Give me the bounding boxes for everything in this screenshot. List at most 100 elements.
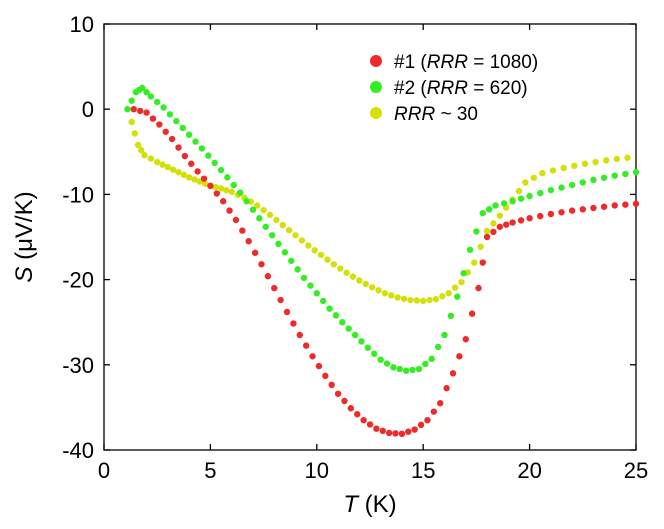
- data-point: [415, 365, 423, 373]
- data-point: [205, 152, 212, 159]
- data-point: [411, 426, 418, 433]
- y-axis-title: S (μV/K): [11, 191, 38, 282]
- data-point: [311, 247, 318, 254]
- data-point: [292, 232, 299, 239]
- data-point: [590, 204, 597, 212]
- data-point: [537, 189, 544, 197]
- data-point: [413, 297, 421, 304]
- data-point: [191, 176, 198, 183]
- data-point: [549, 167, 557, 174]
- data-point: [251, 249, 259, 256]
- data-point: [322, 372, 329, 380]
- data-point: [279, 221, 286, 229]
- data-point: [254, 202, 261, 209]
- data-point: [168, 135, 176, 143]
- data-point: [131, 130, 139, 137]
- x-tick-label: 5: [204, 458, 216, 483]
- data-point: [490, 228, 497, 236]
- data-point: [449, 370, 457, 377]
- data-point: [537, 212, 544, 220]
- data-point: [201, 180, 209, 187]
- data-point: [124, 106, 131, 113]
- data-point: [611, 172, 618, 179]
- data-point: [560, 164, 567, 172]
- data-point: [371, 350, 378, 357]
- data-point: [558, 209, 565, 216]
- data-point: [271, 284, 278, 292]
- data-point: [458, 278, 465, 286]
- data-point: [439, 293, 446, 300]
- data-point: [447, 312, 455, 320]
- data-point: [302, 342, 310, 349]
- data-point: [622, 170, 629, 178]
- data-point: [179, 124, 186, 132]
- data-point: [275, 240, 282, 248]
- data-point: [351, 331, 359, 339]
- data-point: [166, 111, 174, 118]
- data-point: [568, 181, 576, 189]
- data-point: [339, 319, 346, 326]
- y-tick-label: -10: [62, 182, 94, 207]
- data-point: [319, 297, 327, 305]
- data-point: [428, 355, 435, 363]
- data-point: [443, 385, 450, 392]
- data-point: [392, 430, 399, 437]
- data-point: [169, 166, 177, 173]
- data-point: [164, 163, 172, 171]
- data-point: [175, 169, 182, 176]
- data-point: [394, 294, 401, 301]
- data-point: [402, 367, 410, 374]
- data-point: [502, 221, 510, 228]
- data-point: [475, 284, 482, 292]
- data-point: [226, 207, 233, 214]
- data-point: [159, 161, 166, 168]
- data-point: [483, 227, 491, 235]
- data-point: [581, 160, 589, 167]
- data-point: [441, 331, 448, 339]
- data-point: [130, 106, 137, 113]
- data-point: [432, 295, 440, 303]
- data-point: [264, 272, 272, 280]
- data-point: [256, 215, 263, 222]
- data-point: [485, 206, 493, 213]
- data-point: [307, 282, 314, 289]
- data-point: [420, 297, 427, 305]
- data-point: [526, 215, 533, 222]
- data-point: [296, 331, 303, 339]
- data-point: [162, 128, 169, 135]
- data-point: [445, 290, 452, 297]
- data-point: [147, 93, 155, 100]
- data-point: [219, 198, 227, 205]
- data-point: [364, 344, 372, 351]
- data-point: [332, 312, 340, 319]
- data-point: [468, 310, 476, 317]
- data-point: [454, 293, 461, 300]
- data-point: [624, 154, 631, 161]
- data-point: [341, 397, 348, 405]
- data-point: [239, 227, 246, 234]
- data-point: [460, 270, 467, 277]
- data-point: [232, 216, 240, 224]
- series-2: [124, 84, 640, 374]
- data-point: [568, 207, 576, 214]
- data-point: [366, 421, 374, 428]
- data-point: [390, 364, 397, 371]
- data-point: [383, 360, 391, 367]
- data-point: [375, 287, 382, 294]
- data-point: [483, 233, 491, 241]
- data-point: [154, 158, 161, 166]
- data-point: [268, 232, 276, 239]
- data-point: [181, 152, 189, 160]
- data-point: [603, 157, 610, 164]
- data-point: [522, 179, 529, 186]
- data-point: [138, 146, 145, 154]
- data-point: [473, 228, 480, 235]
- data-point: [134, 141, 142, 149]
- data-point: [492, 202, 499, 209]
- data-point: [194, 168, 201, 175]
- data-point: [547, 186, 555, 194]
- data-point: [143, 88, 150, 96]
- data-point: [592, 158, 599, 166]
- data-point: [326, 305, 333, 312]
